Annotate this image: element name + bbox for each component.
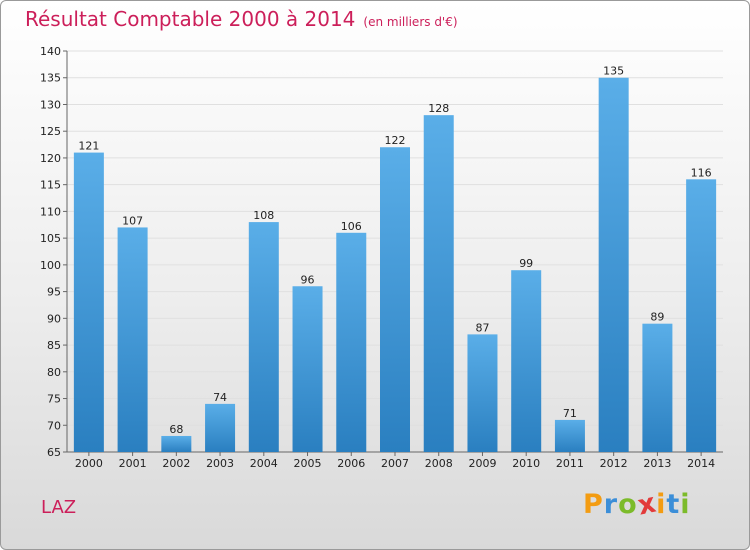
proxiti-logo: Proxiti	[583, 487, 691, 521]
value-label: 122	[385, 134, 406, 147]
y-tick-label: 90	[47, 312, 61, 325]
y-tick-label: 75	[47, 393, 61, 406]
value-label: 135	[603, 65, 624, 78]
y-tick-label: 80	[47, 366, 61, 379]
y-tick-label: 65	[47, 446, 61, 459]
value-label: 89	[650, 311, 664, 324]
value-label: 71	[563, 407, 577, 420]
y-tick-label: 70	[47, 419, 61, 432]
x-tick-label: 2012	[600, 457, 628, 470]
bar-2008	[423, 115, 454, 452]
x-tick-label: 2013	[643, 457, 671, 470]
title-main: Résultat Comptable 2000 à 2014	[25, 7, 356, 31]
bar-2014	[686, 179, 717, 452]
x-tick-label: 2007	[381, 457, 409, 470]
x-tick-label: 2005	[294, 457, 322, 470]
value-label: 106	[341, 220, 362, 233]
title-subtitle: (en milliers d'€)	[363, 15, 458, 29]
value-label: 108	[253, 209, 274, 222]
logo-letter: i	[680, 489, 691, 520]
y-tick-label: 95	[47, 286, 61, 299]
x-tick-label: 2010	[512, 457, 540, 470]
y-tick-label: 85	[47, 339, 61, 352]
x-tick-label: 2002	[162, 457, 190, 470]
value-label: 121	[78, 140, 99, 153]
y-tick-label: 125	[40, 125, 61, 138]
y-tick-label: 115	[40, 179, 61, 192]
location-label: LAZ	[41, 497, 77, 518]
value-label: 87	[475, 321, 489, 334]
bar-2012	[598, 77, 629, 452]
y-tick-label: 140	[40, 45, 61, 58]
bar-2013	[642, 323, 673, 452]
bar-2001	[117, 227, 148, 452]
y-tick-label: 120	[40, 152, 61, 165]
value-label: 68	[169, 423, 183, 436]
x-tick-label: 2008	[425, 457, 453, 470]
y-tick-label: 130	[40, 98, 61, 111]
y-tick-label: 100	[40, 259, 61, 272]
x-tick-label: 2009	[468, 457, 496, 470]
logo-letter: P	[583, 489, 604, 520]
x-tick-label: 2003	[206, 457, 234, 470]
value-label: 128	[428, 102, 449, 115]
x-tick-label: 2004	[250, 457, 278, 470]
bar-2004	[248, 222, 279, 452]
value-label: 74	[213, 391, 227, 404]
bar-2005	[292, 286, 323, 452]
chart-title: Résultat Comptable 2000 à 2014 (en millie…	[25, 7, 458, 31]
bar-2007	[380, 147, 410, 453]
x-tick-label: 2011	[556, 457, 584, 470]
bar-2000	[73, 152, 104, 452]
x-tick-label: 2000	[75, 457, 103, 470]
bar-2006	[336, 232, 367, 452]
y-tick-label: 135	[40, 72, 61, 85]
x-tick-label: 2006	[337, 457, 365, 470]
value-label: 99	[519, 257, 533, 270]
bar-2010	[511, 270, 542, 452]
value-label: 96	[301, 273, 315, 286]
bar-2002	[161, 435, 192, 452]
x-tick-label: 2001	[119, 457, 147, 470]
y-tick-label: 110	[40, 205, 61, 218]
y-tick-label: 105	[40, 232, 61, 245]
value-label: 116	[691, 166, 712, 179]
bar-2003	[205, 403, 236, 452]
x-tick-label: 2014	[687, 457, 715, 470]
logo-letter: r	[603, 489, 619, 520]
value-label: 107	[122, 214, 143, 227]
bar-2009	[467, 334, 498, 452]
logo-letter: i	[656, 489, 667, 520]
logo-letter: o	[618, 489, 638, 520]
bar-2011	[554, 419, 585, 452]
logo-letter: t	[666, 489, 681, 520]
